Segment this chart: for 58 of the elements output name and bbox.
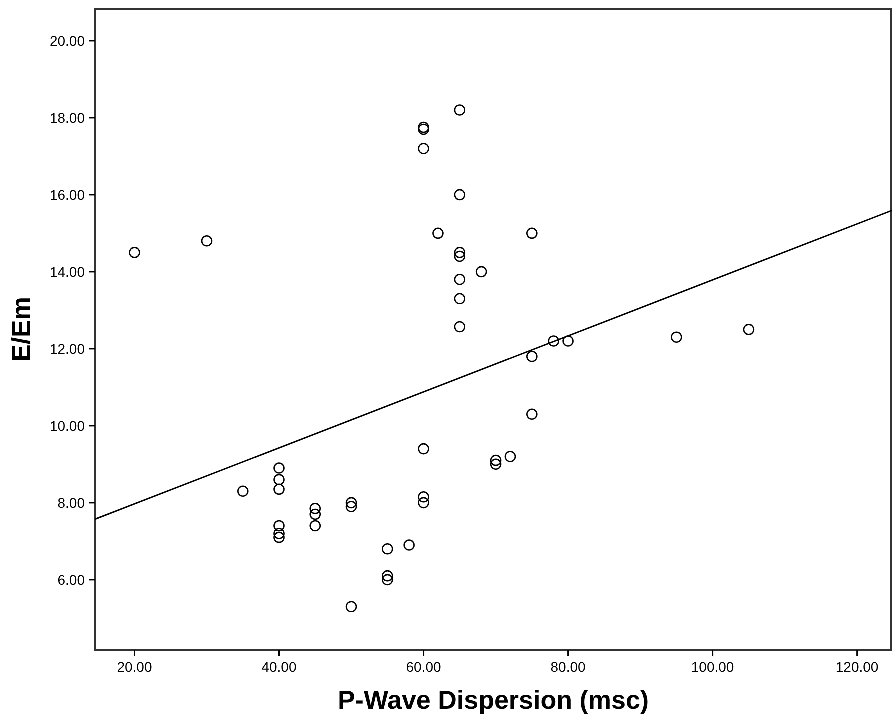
point	[310, 508, 322, 520]
y-tick-label: 6.00	[58, 572, 86, 588]
y-tick-label: 16.00	[50, 186, 86, 203]
y-tick-label: 14.00	[50, 264, 86, 280]
point	[454, 321, 466, 333]
point	[562, 336, 574, 347]
point	[454, 250, 466, 262]
point	[454, 274, 466, 286]
point	[310, 503, 322, 514]
point	[418, 492, 430, 503]
point	[346, 501, 358, 512]
point	[274, 462, 285, 474]
y-tick-label: 18.00	[50, 110, 86, 126]
point	[382, 574, 394, 586]
point	[526, 350, 538, 362]
point	[382, 543, 394, 555]
point	[382, 570, 394, 582]
point	[490, 458, 502, 470]
point	[274, 520, 285, 532]
point	[743, 324, 755, 336]
y-tick-label: 20.00	[50, 32, 86, 49]
point	[454, 293, 466, 305]
point	[201, 235, 213, 247]
x-tick-label: 20.00	[117, 659, 152, 675]
point	[526, 408, 538, 420]
point	[548, 336, 560, 347]
point	[526, 228, 538, 240]
point	[346, 601, 358, 613]
point	[476, 266, 488, 278]
point	[346, 497, 358, 509]
point	[274, 532, 285, 544]
point	[671, 332, 682, 344]
point	[432, 228, 444, 240]
x-tick-label: 80.00	[550, 659, 586, 675]
point	[129, 247, 140, 258]
point	[274, 474, 285, 486]
point	[454, 247, 466, 258]
y-axis-title: E/Em	[6, 296, 36, 362]
point	[454, 104, 466, 116]
point	[418, 443, 430, 455]
y-tick-label: 12.00	[50, 340, 86, 357]
y-tick-label: 10.00	[50, 418, 86, 434]
point	[490, 454, 502, 466]
point	[274, 528, 285, 540]
point	[404, 540, 415, 551]
x-tick-label: 100.00	[691, 659, 734, 675]
x-tick-label: 40.00	[262, 659, 297, 675]
x-axis-title: P-Wave Dispersion (msc)	[338, 685, 650, 715]
x-tick-label: 60.00	[406, 659, 442, 675]
point	[274, 484, 285, 496]
x-tick-label: 120.00	[836, 659, 879, 675]
point	[310, 520, 322, 532]
point	[504, 451, 516, 462]
point	[418, 143, 430, 154]
point	[418, 497, 430, 509]
y-tick-label: 8.00	[58, 494, 86, 511]
point	[454, 189, 466, 201]
point	[237, 486, 249, 498]
